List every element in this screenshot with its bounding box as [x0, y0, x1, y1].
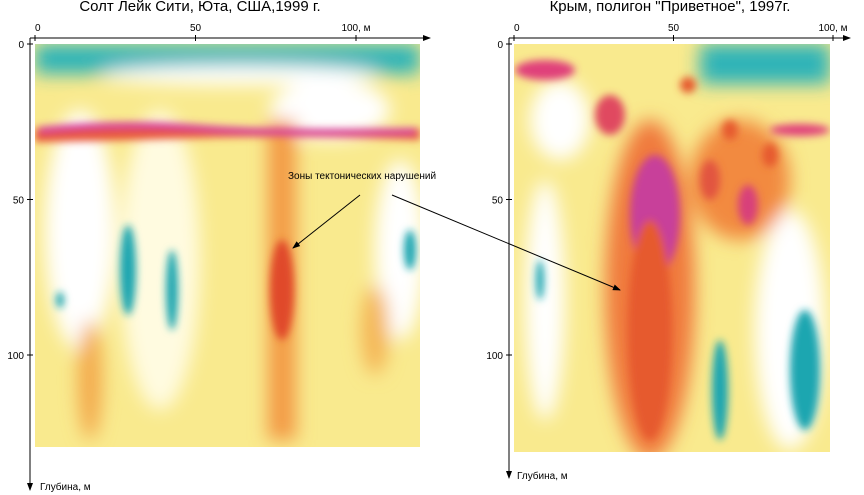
y-axis-label: Глубина, м: [40, 481, 91, 493]
annotation: Зоны тектонических нарушений: [288, 171, 436, 182]
y-tick-label: 50: [13, 196, 25, 207]
x-tick-label: 100, м: [341, 23, 370, 34]
x-tick-label: 0: [514, 23, 520, 34]
x-tick-label: 50: [190, 23, 202, 34]
axes: [27, 35, 851, 491]
section-left: [35, 44, 420, 447]
panel-title: Солт Лейк Сити, Юта, США,1999 г.: [79, 0, 320, 15]
y-tick-label: 100: [7, 351, 24, 362]
x-tick-label: 0: [35, 23, 41, 34]
y-tick-label: 100: [486, 351, 503, 362]
section-right: [514, 44, 830, 452]
y-tick-label: 0: [497, 40, 503, 51]
y-tick-label: 0: [18, 40, 24, 51]
y-tick-label: 50: [492, 196, 504, 207]
y-axis-label: Глубина, м: [517, 470, 568, 482]
x-tick-label: 100, м: [818, 23, 847, 34]
x-tick-label: 50: [668, 23, 680, 34]
panel-title: Крым, полигон "Приветное", 1997г.: [550, 0, 791, 15]
